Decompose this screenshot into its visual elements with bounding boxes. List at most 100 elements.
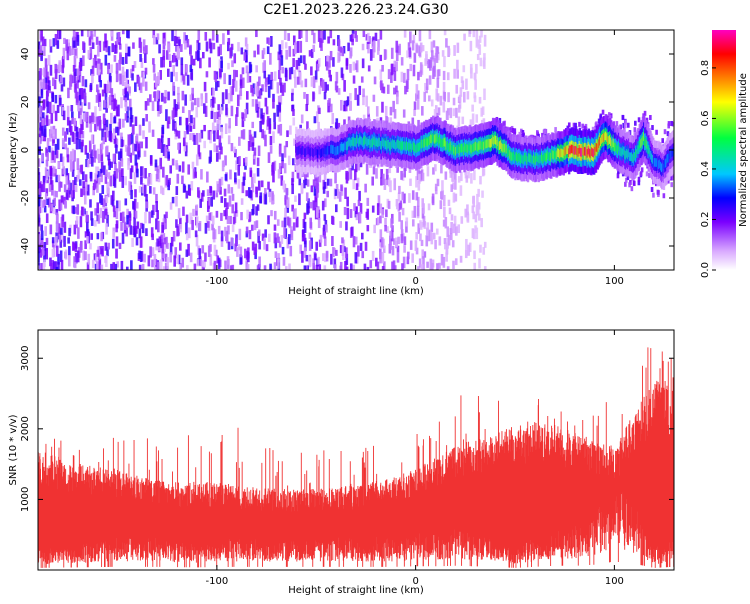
spectrogram-noise-cell (459, 255, 463, 263)
spectrogram-noise-cell (637, 176, 641, 182)
spectrogram-noise-cell (383, 178, 387, 190)
spectrogram-noise-cell (60, 228, 63, 235)
spectrogram-noise-cell (261, 233, 265, 241)
spectrogram-noise-cell (465, 78, 468, 90)
spectrogram-noise-cell (282, 180, 286, 190)
spectrogram-noise-cell (393, 70, 397, 81)
spectrogram-noise-cell (106, 181, 109, 194)
spectrogram-noise-cell (111, 199, 115, 207)
spectrogram-noise-cell (446, 72, 450, 81)
spectrogram-noise-cell (163, 38, 166, 46)
spectrogram-noise-cell (201, 245, 205, 254)
spectrogram-noise-cell (42, 200, 45, 208)
spectrogram-y-tick-label: -40 (20, 238, 31, 254)
spectrogram-noise-cell (100, 142, 104, 150)
spectrogram-noise-cell (591, 126, 595, 132)
spectrogram-noise-cell (438, 262, 441, 269)
spectrogram-noise-cell (177, 86, 180, 95)
spectrogram-noise-cell (427, 59, 430, 69)
spectrogram-noise-cell (183, 141, 187, 152)
spectrogram-noise-cell (387, 200, 391, 209)
spectrogram-noise-cell (305, 30, 308, 43)
spectrogram-noise-cell (376, 203, 380, 216)
spectrogram-noise-cell (103, 121, 106, 131)
spectrogram-noise-cell (201, 51, 205, 59)
spectrogram-noise-cell (40, 237, 44, 249)
spectrogram-noise-cell (263, 70, 267, 79)
spectrogram-noise-cell (387, 69, 391, 80)
spectrogram-noise-cell (227, 184, 231, 194)
spectrogram-noise-cell (67, 187, 71, 198)
spectrogram-noise-cell (292, 48, 296, 57)
spectrogram-noise-cell (195, 204, 199, 211)
spectrogram-noise-cell (167, 91, 170, 101)
spectrogram-noise-cell (318, 264, 322, 270)
spectrogram-noise-cell (128, 180, 131, 192)
spectrogram-noise-cell (409, 240, 413, 250)
spectrogram-noise-cell (151, 247, 155, 257)
spectrogram-noise-cell (217, 183, 220, 192)
spectrogram-noise-cell (176, 226, 179, 237)
spectrogram-noise-cell (670, 175, 673, 181)
spectrogram-noise-cell (185, 190, 189, 199)
spectrogram-noise-cell (159, 69, 162, 80)
spectrogram-noise-cell (233, 69, 236, 82)
spectrogram-noise-cell (451, 240, 455, 248)
spectrogram-noise-cell (57, 253, 60, 265)
spectrogram-noise-cell (65, 39, 68, 51)
spectrogram-x-tick-label: -100 (206, 276, 229, 287)
spectrogram-noise-cell (192, 58, 196, 66)
spectrogram-noise-cell (284, 42, 288, 49)
spectrogram-noise-cell (400, 57, 404, 66)
snr-frame (37, 329, 675, 571)
spectrogram-noise-cell (166, 120, 170, 129)
spectrogram-noise-cell (309, 201, 313, 209)
spectrogram-noise-cell (400, 233, 404, 244)
spectrogram-noise-cell (101, 210, 105, 223)
spectrogram-noise-cell (318, 239, 322, 247)
spectrogram-noise-cell (651, 125, 654, 131)
spectrogram-noise-cell (340, 184, 343, 192)
spectrogram-noise-cell (213, 143, 217, 153)
spectrogram-noise-cell (281, 40, 284, 50)
spectrogram-noise-cell (416, 205, 420, 217)
spectrogram-noise-cell (381, 101, 384, 113)
spectrogram-noise-cell (103, 165, 106, 175)
spectrogram-noise-cell (181, 257, 185, 268)
spectrogram-noise-cell (393, 87, 396, 95)
spectrogram-noise-cell (138, 186, 142, 193)
spectrogram-noise-cell (244, 37, 248, 47)
spectrogram-noise-cell (125, 77, 128, 87)
spectrogram-noise-cell (38, 167, 40, 175)
spectrogram-noise-cell (40, 263, 43, 270)
spectrogram-noise-cell (276, 82, 280, 94)
spectrogram-noise-cell (406, 50, 409, 58)
spectrogram-noise-cell (380, 169, 383, 179)
spectrogram-noise-cell (49, 165, 52, 176)
spectrogram-noise-cell (440, 164, 443, 174)
spectrogram-noise-cell (86, 184, 90, 196)
spectrogram-noise-cell (223, 198, 227, 208)
spectrogram-noise-cell (460, 171, 463, 182)
spectrogram-noise-cell (79, 179, 82, 186)
spectrogram-noise-cell (213, 112, 217, 123)
spectrogram-noise-cell (59, 181, 63, 188)
spectrogram-noise-cell (261, 84, 264, 92)
spectrogram-noise-cell (237, 179, 241, 189)
spectrogram-noise-cell (83, 195, 87, 205)
spectrogram-noise-cell (318, 85, 322, 95)
spectrogram-noise-cell (76, 250, 80, 263)
spectrogram-noise-cell (230, 187, 234, 194)
spectrogram-noise-cell (125, 226, 128, 237)
spectrogram-noise-cell (133, 198, 137, 209)
spectrogram-noise-cell (355, 35, 358, 42)
spectrogram-noise-cell (337, 39, 341, 52)
spectrogram-noise-cell (51, 92, 55, 103)
spectrogram-noise-cell (162, 266, 166, 270)
spectrogram-noise-cell (105, 169, 108, 177)
spectrogram-noise-cell (208, 57, 211, 68)
spectrogram-noise-cell (278, 241, 282, 248)
spectrogram-noise-cell (452, 192, 456, 203)
spectrogram-noise-cell (120, 132, 123, 140)
spectrogram-noise-cell (352, 75, 356, 84)
